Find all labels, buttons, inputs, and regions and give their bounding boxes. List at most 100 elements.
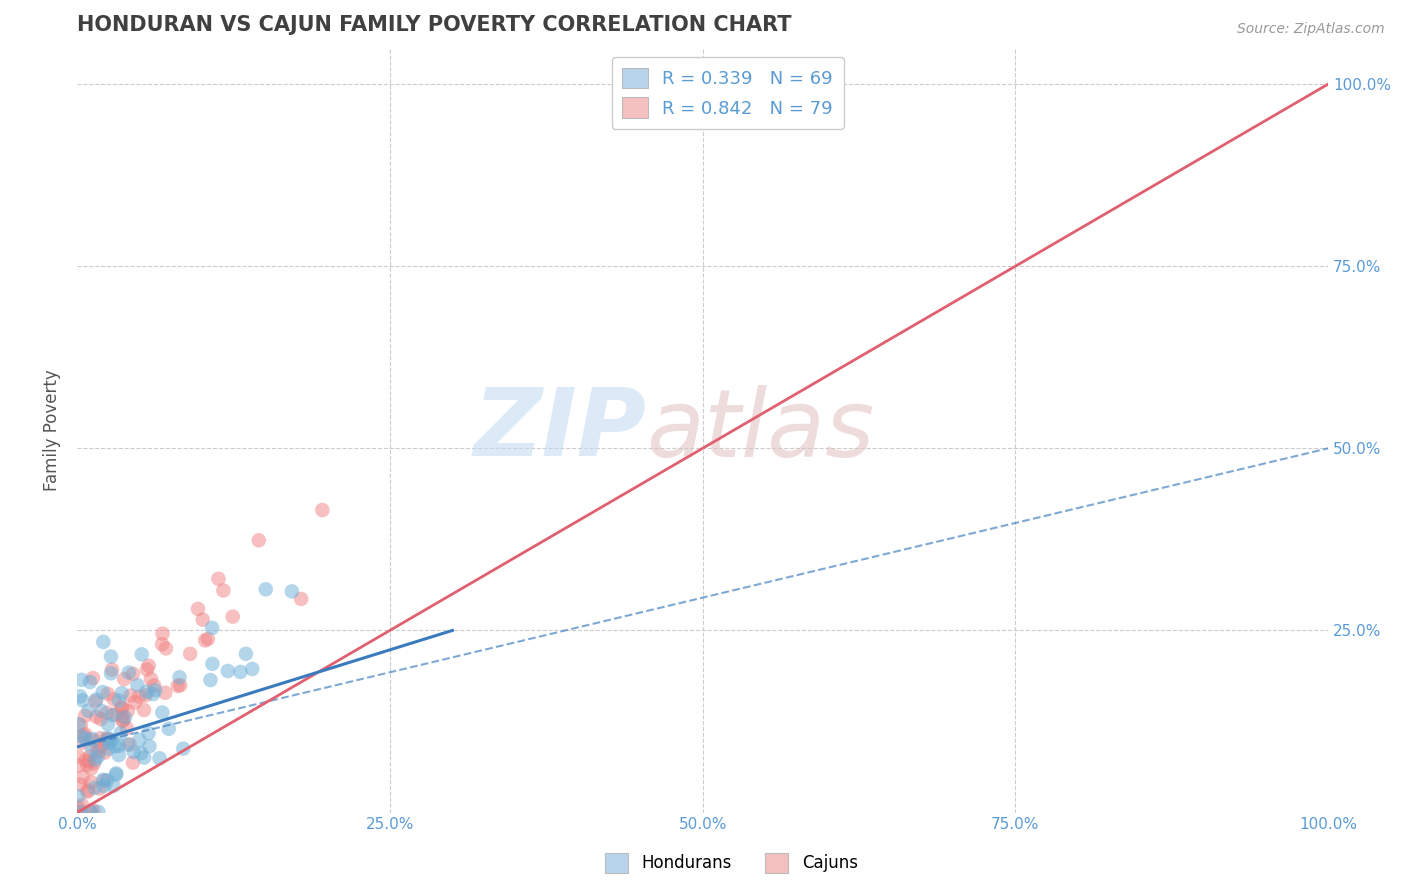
Point [80, 804, 103, 818]
Point [128, 690, 150, 704]
Point [72, 736, 94, 750]
Text: HONDURAN VS CAJUN FAMILY POVERTY CORRELATION CHART: HONDURAN VS CAJUN FAMILY POVERTY CORRELA… [77, 15, 792, 35]
Point [122, 666, 145, 681]
Point [290, 591, 312, 606]
Point [97, 687, 120, 701]
Point [134, 688, 156, 702]
Point [281, 584, 304, 599]
Point [132, 703, 155, 717]
Point [98, 736, 121, 750]
Point [75, 731, 97, 746]
Point [72, 728, 94, 742]
Point [96, 706, 118, 720]
Point [75, 753, 97, 767]
Point [87, 805, 110, 819]
Point [155, 641, 177, 656]
Text: Source: ZipAtlas.com: Source: ZipAtlas.com [1237, 22, 1385, 37]
Point [150, 706, 173, 720]
Point [90, 739, 112, 754]
Point [67, 717, 90, 731]
Point [91, 772, 114, 787]
Point [91, 635, 114, 649]
Point [97, 717, 120, 731]
Point [191, 613, 214, 627]
Point [83, 756, 105, 771]
Point [80, 740, 103, 755]
Point [124, 695, 146, 709]
Point [69, 778, 91, 792]
Point [169, 670, 191, 684]
Text: atlas: atlas [647, 384, 875, 475]
Point [103, 692, 125, 706]
Point [77, 755, 100, 769]
Point [114, 710, 136, 724]
Point [128, 733, 150, 747]
Point [93, 773, 115, 788]
Point [122, 745, 145, 759]
Point [112, 714, 135, 728]
Point [111, 701, 134, 715]
Point [84, 692, 107, 706]
Point [111, 700, 134, 714]
Point [207, 572, 229, 586]
Point [142, 687, 165, 701]
Point [112, 672, 135, 686]
Point [166, 679, 188, 693]
Point [70, 797, 93, 812]
Y-axis label: Family Poverty: Family Poverty [44, 369, 60, 491]
Point [82, 804, 104, 818]
Point [87, 744, 110, 758]
Point [80, 775, 103, 789]
Point [82, 731, 104, 746]
Point [108, 693, 131, 707]
Point [169, 678, 191, 692]
Point [67, 758, 90, 772]
Point [84, 709, 107, 723]
Point [89, 781, 111, 796]
Point [138, 658, 160, 673]
Point [120, 689, 142, 703]
Point [187, 602, 209, 616]
Point [100, 649, 122, 664]
Point [86, 742, 108, 756]
Point [138, 739, 160, 754]
Point [93, 779, 115, 793]
Point [235, 647, 257, 661]
Point [143, 678, 166, 692]
Point [100, 733, 122, 747]
Legend: Hondurans, Cajuns: Hondurans, Cajuns [598, 847, 865, 880]
Point [104, 739, 127, 753]
Point [80, 761, 103, 775]
Point [91, 685, 114, 699]
Legend: R = 0.339   N = 69, R = 0.842   N = 79: R = 0.339 N = 69, R = 0.842 N = 79 [612, 57, 844, 129]
Point [107, 739, 129, 753]
Point [122, 756, 145, 770]
Point [197, 632, 219, 646]
Point [101, 663, 124, 677]
Point [138, 726, 160, 740]
Point [69, 690, 91, 704]
Point [82, 733, 104, 747]
Point [72, 693, 94, 707]
Point [143, 683, 166, 698]
Point [97, 741, 120, 756]
Point [100, 666, 122, 681]
Point [201, 621, 224, 635]
Point [135, 685, 157, 699]
Point [84, 694, 107, 708]
Point [155, 686, 177, 700]
Text: ZIP: ZIP [474, 384, 647, 476]
Point [96, 731, 118, 745]
Point [157, 722, 180, 736]
Point [79, 749, 101, 764]
Point [89, 731, 111, 746]
Point [67, 800, 90, 814]
Point [118, 665, 141, 680]
Point [117, 738, 139, 752]
Point [247, 533, 270, 548]
Point [76, 785, 98, 799]
Point [76, 783, 98, 797]
Point [90, 712, 112, 726]
Point [83, 780, 105, 795]
Point [111, 686, 134, 700]
